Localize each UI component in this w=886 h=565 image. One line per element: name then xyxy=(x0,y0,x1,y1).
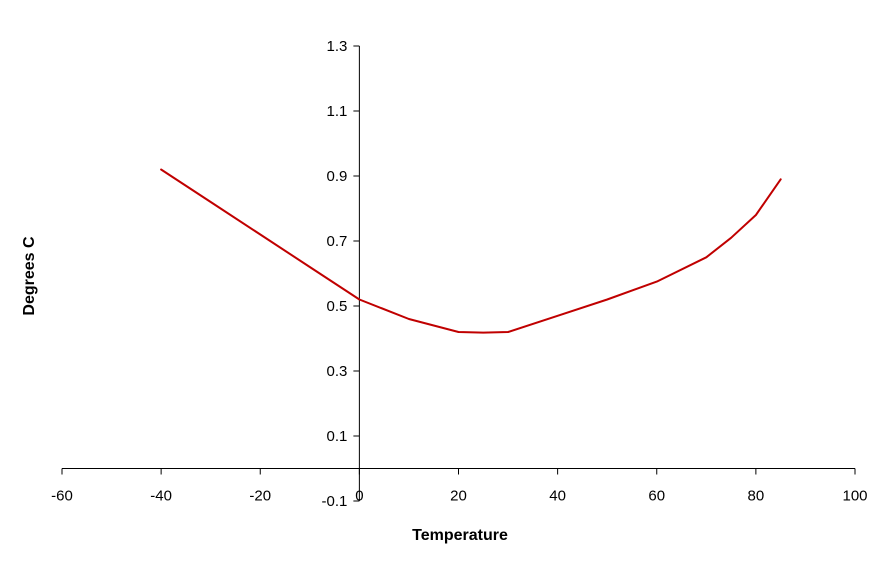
tick-labels: -60 -40 -20 0 20 40 60 80 100 -0.1 0.1 0.3 0.5 0.7 0.9… xyxy=(51,38,867,510)
y-tick-label: 0.5 xyxy=(327,298,348,315)
y-tick-label: 0.7 xyxy=(327,233,348,250)
x-tick-label: 20 xyxy=(450,488,467,505)
series-line xyxy=(160,168,782,334)
y-tick-label: 0.3 xyxy=(327,363,348,380)
x-tick-label: -20 xyxy=(249,488,271,505)
y-axis-title: Degrees C xyxy=(21,236,38,316)
x-tick-label: 0 xyxy=(355,488,363,505)
y-tick-label: -0.1 xyxy=(322,493,348,510)
x-tick-label: 60 xyxy=(648,488,665,505)
x-tick-label: 40 xyxy=(549,488,566,505)
x-tick-label: -60 xyxy=(51,488,73,505)
x-tick-label: 100 xyxy=(842,488,867,505)
y-tick-label: 1.3 xyxy=(327,38,348,55)
plot-area xyxy=(160,168,782,334)
y-tick-label: 1.1 xyxy=(327,103,348,120)
axes xyxy=(62,46,855,501)
ticks xyxy=(61,45,856,502)
x-axis-title: Temperature xyxy=(412,527,508,544)
y-tick-label: 0.1 xyxy=(327,428,348,445)
x-tick-label: -40 xyxy=(150,488,172,505)
y-tick-label: 0.9 xyxy=(327,168,348,185)
x-tick-label: 80 xyxy=(748,488,765,505)
